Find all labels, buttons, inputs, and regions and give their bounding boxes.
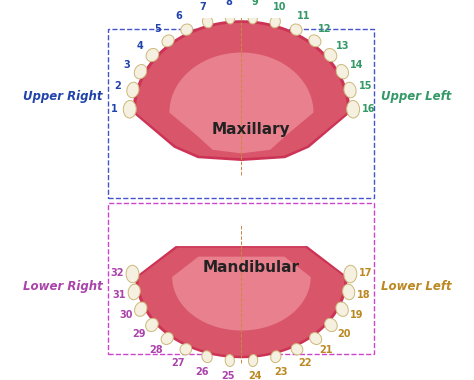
- Ellipse shape: [123, 100, 136, 118]
- Text: 1: 1: [111, 104, 118, 114]
- Text: Upper Right: Upper Right: [23, 90, 103, 103]
- Ellipse shape: [270, 16, 281, 28]
- Text: 28: 28: [150, 345, 164, 355]
- Text: 30: 30: [119, 310, 133, 320]
- Ellipse shape: [135, 302, 147, 317]
- Text: 19: 19: [350, 310, 364, 320]
- Ellipse shape: [162, 35, 174, 47]
- Text: 12: 12: [319, 24, 332, 34]
- Polygon shape: [138, 248, 345, 356]
- Text: 9: 9: [251, 0, 258, 7]
- Text: 16: 16: [362, 104, 375, 114]
- Text: 24: 24: [248, 371, 262, 380]
- Ellipse shape: [344, 265, 357, 283]
- Ellipse shape: [324, 49, 337, 62]
- Bar: [109, 203, 374, 354]
- Ellipse shape: [344, 82, 356, 98]
- Text: 18: 18: [357, 290, 371, 300]
- Polygon shape: [135, 246, 347, 358]
- Ellipse shape: [128, 284, 140, 300]
- Text: 5: 5: [155, 24, 161, 34]
- Text: 20: 20: [337, 329, 351, 339]
- Text: Maxillary: Maxillary: [211, 122, 290, 137]
- Text: 8: 8: [225, 0, 232, 7]
- Ellipse shape: [336, 65, 348, 79]
- Text: 4: 4: [137, 41, 143, 51]
- Ellipse shape: [127, 82, 139, 98]
- Text: 17: 17: [359, 269, 373, 279]
- Ellipse shape: [325, 318, 337, 332]
- Ellipse shape: [202, 351, 212, 363]
- Text: 22: 22: [298, 358, 312, 368]
- Ellipse shape: [309, 35, 321, 47]
- Text: 2: 2: [114, 81, 121, 91]
- Text: 15: 15: [358, 81, 372, 91]
- Text: 14: 14: [350, 60, 363, 70]
- Text: 10: 10: [273, 2, 287, 12]
- Text: 21: 21: [319, 345, 333, 355]
- Ellipse shape: [336, 302, 348, 317]
- Ellipse shape: [225, 355, 235, 367]
- Polygon shape: [169, 52, 313, 154]
- Text: 7: 7: [200, 2, 206, 12]
- Ellipse shape: [181, 24, 192, 35]
- Ellipse shape: [343, 284, 355, 300]
- Polygon shape: [132, 20, 350, 161]
- Text: Lower Right: Lower Right: [23, 280, 103, 293]
- Text: 29: 29: [132, 329, 146, 339]
- Ellipse shape: [180, 344, 192, 355]
- Text: 23: 23: [274, 367, 288, 377]
- Text: 26: 26: [195, 367, 209, 377]
- Ellipse shape: [248, 355, 258, 367]
- Ellipse shape: [161, 332, 173, 345]
- Ellipse shape: [146, 49, 159, 62]
- Ellipse shape: [248, 12, 257, 24]
- Polygon shape: [172, 256, 310, 331]
- Ellipse shape: [202, 16, 213, 28]
- Ellipse shape: [346, 100, 360, 118]
- Ellipse shape: [291, 344, 303, 355]
- Ellipse shape: [310, 332, 322, 345]
- Ellipse shape: [290, 24, 302, 35]
- Text: Mandibular: Mandibular: [202, 260, 299, 275]
- Text: 31: 31: [112, 290, 126, 300]
- Ellipse shape: [225, 12, 235, 24]
- Text: 32: 32: [110, 269, 124, 279]
- Text: Lower Left: Lower Left: [381, 280, 451, 293]
- Ellipse shape: [146, 318, 158, 332]
- Text: 13: 13: [336, 41, 350, 51]
- Ellipse shape: [134, 65, 147, 79]
- Bar: [109, 30, 374, 198]
- Polygon shape: [136, 23, 347, 158]
- Text: 25: 25: [221, 371, 235, 380]
- Ellipse shape: [271, 351, 281, 363]
- Text: 3: 3: [123, 60, 130, 70]
- Text: Upper Left: Upper Left: [381, 90, 451, 103]
- Text: 11: 11: [297, 11, 310, 21]
- Text: 6: 6: [176, 11, 182, 21]
- Text: 27: 27: [171, 358, 184, 368]
- Ellipse shape: [126, 265, 139, 283]
